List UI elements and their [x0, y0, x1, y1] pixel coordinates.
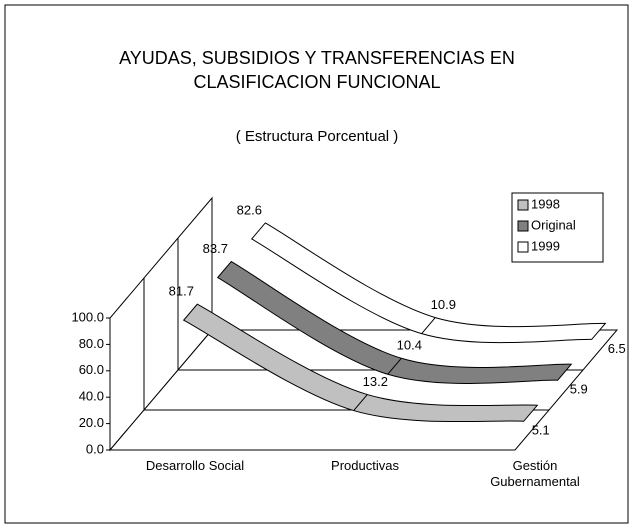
ribbon-divider	[387, 357, 402, 375]
ribbon-divider	[353, 394, 368, 411]
legend-swatch	[517, 241, 529, 253]
chart-title: AYUDAS, SUBSIDIOS Y TRANSFERENCIAS EN CL…	[119, 48, 515, 92]
x-tick-label: Gestión Gubernamental	[490, 458, 580, 489]
legend-label: Original	[531, 217, 576, 232]
data-label: 6.5	[608, 341, 626, 356]
ribbon	[182, 303, 539, 423]
ribbon	[216, 260, 573, 384]
data-label: 83.7	[203, 241, 228, 256]
legend-swatch	[517, 220, 529, 232]
data-label: 10.9	[431, 297, 456, 312]
data-label: 81.7	[169, 284, 194, 299]
data-label: 10.4	[397, 338, 422, 353]
data-label: 13.2	[363, 374, 388, 389]
y-tick-label: 40.0	[79, 389, 104, 404]
legend-label: 1998	[531, 196, 560, 211]
legend-label: 1999	[531, 238, 560, 253]
x-tick-label: Desarrollo Social	[145, 458, 245, 473]
data-label: 5.1	[532, 423, 550, 438]
y-tick-label: 80.0	[79, 336, 104, 351]
y-tick-label: 0.0	[86, 441, 104, 456]
x-tick-label: Productivas	[331, 458, 399, 473]
legend-swatch	[517, 199, 529, 211]
chart-subtitle: ( Estructura Porcentual )	[235, 128, 399, 145]
ribbon-divider	[421, 317, 436, 334]
y-tick-label: 20.0	[79, 415, 104, 430]
y-tick-label: 100.0	[71, 309, 104, 324]
data-label: 82.6	[237, 202, 262, 217]
y-tick-label: 60.0	[79, 362, 104, 377]
data-label: 5.9	[570, 382, 588, 397]
ribbon	[250, 222, 607, 344]
